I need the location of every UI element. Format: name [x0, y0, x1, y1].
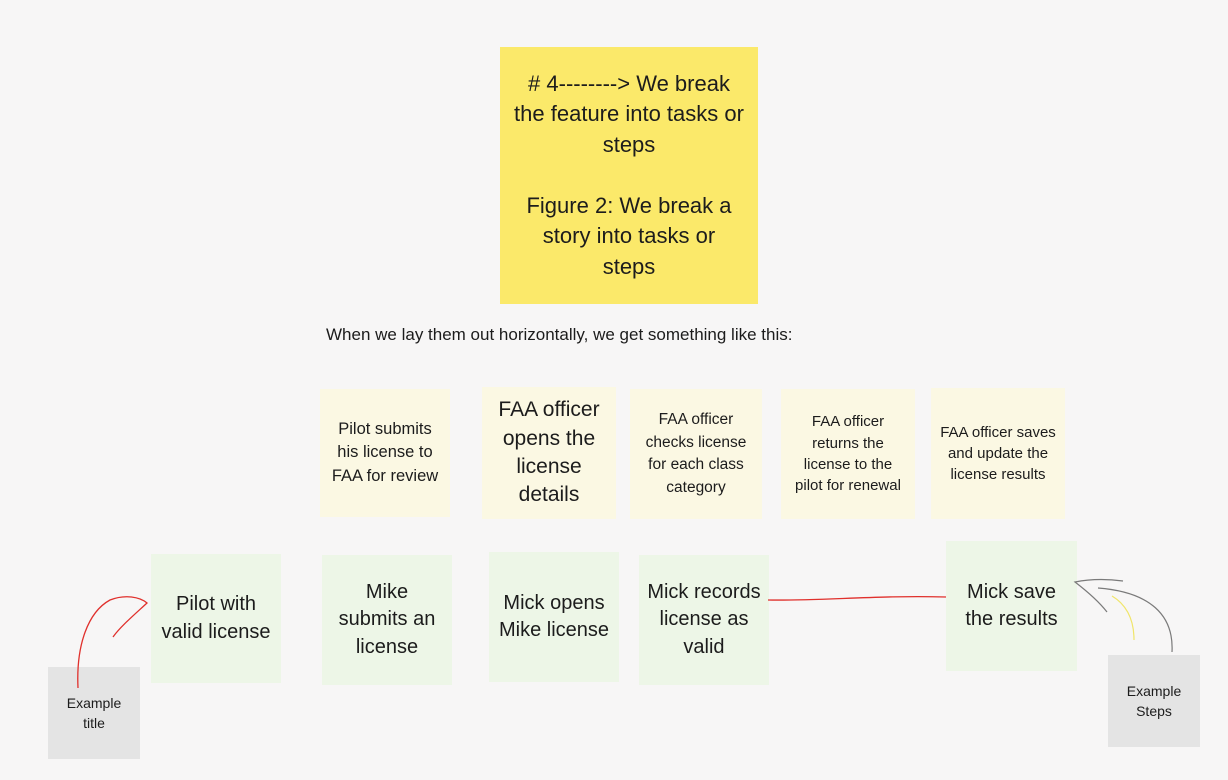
step-note-mike-submits[interactable]: Mike submits an license	[322, 555, 452, 685]
layout-caption: When we lay them out horizontally, we ge…	[326, 325, 793, 344]
yellow-curve-connector	[1111, 595, 1135, 641]
task-note-open-details[interactable]: FAA officer opens the license details	[482, 387, 616, 519]
task-note-return-license[interactable]: FAA officer returns the license to the p…	[781, 389, 915, 519]
task-note-submit-license[interactable]: Pilot submits his license to FAA for rev…	[320, 389, 450, 517]
example-title-label[interactable]: Example title	[48, 667, 140, 759]
step-note-mick-opens[interactable]: Mick opens Mike license	[489, 552, 619, 682]
step-note-pilot-valid-license[interactable]: Pilot with valid license	[151, 554, 281, 683]
step-note-mick-save[interactable]: Mick save the results	[946, 541, 1077, 671]
gray-curve-connector	[1073, 578, 1173, 653]
red-line-connector	[767, 595, 947, 601]
task-note-save-results[interactable]: FAA officer saves and update the license…	[931, 388, 1065, 519]
step-note-mick-records[interactable]: Mick records license as valid	[639, 555, 769, 685]
example-steps-label[interactable]: Example Steps	[1108, 655, 1200, 747]
task-note-check-license[interactable]: FAA officer checks license for each clas…	[630, 389, 762, 519]
main-sticky-note[interactable]: # 4--------> We break the feature into t…	[500, 47, 758, 304]
